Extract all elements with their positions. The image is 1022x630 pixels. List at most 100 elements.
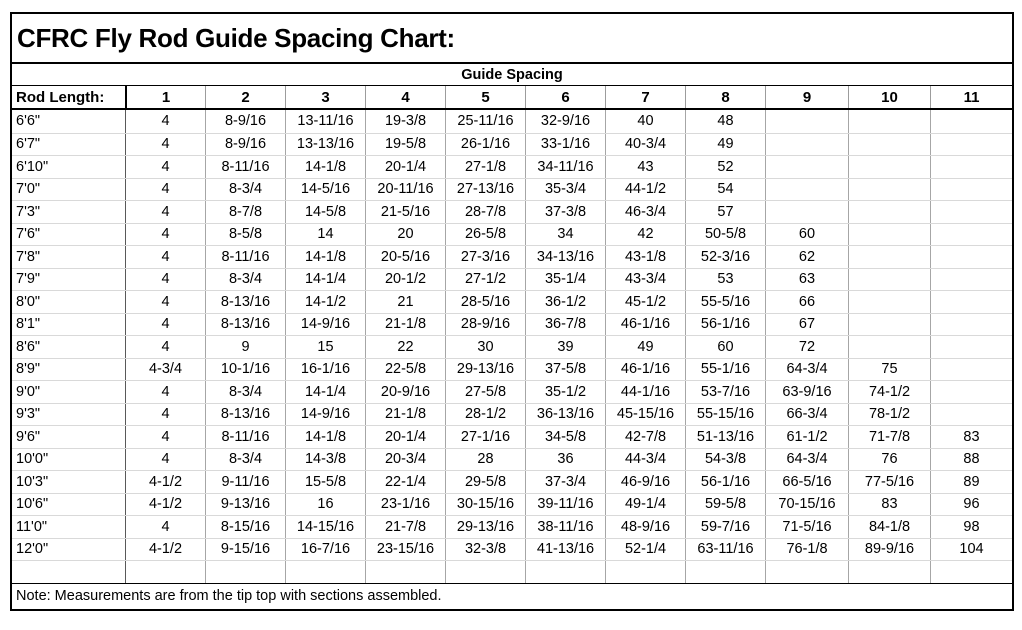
spacing-cell: 39-11/16 (525, 493, 605, 515)
rod-length-cell: 6'7" (16, 136, 41, 153)
spacing-cell: 34-13/16 (525, 246, 605, 268)
rod-length-cell: 7'0" (16, 181, 41, 198)
spacing-cell (848, 336, 930, 358)
spacing-cell: 28-7/8 (445, 201, 525, 223)
spacing-cell: 8-3/4 (205, 381, 285, 403)
spacing-cell (930, 336, 1012, 358)
spacing-cell: 20-1/2 (365, 268, 445, 290)
table-row: 7'6" 4 8-5/8 14 20 26-5/8 34 42 50-5/8 60 (12, 222, 1012, 245)
spacing-cell: 42-7/8 (605, 426, 685, 448)
spacing-cell: 27-5/8 (445, 381, 525, 403)
spacing-cell: 8-11/16 (205, 246, 285, 268)
spacing-cell (848, 246, 930, 268)
table-row: 6'10" 4 8-11/16 14-1/8 20-1/4 27-1/8 34-11/16 4… (12, 155, 1012, 178)
spacing-cell: 4 (125, 516, 205, 538)
rod-length-cell: 11'0" (16, 518, 48, 535)
spacing-cell: 36-1/2 (525, 291, 605, 313)
spacing-cell: 4 (125, 201, 205, 223)
column-header: 4 (365, 86, 445, 108)
spacing-cell: 98 (930, 516, 1012, 538)
rod-length-cell: 8'6" (16, 338, 41, 355)
rod-length-cell: 9'3" (16, 406, 41, 423)
spacing-cell: 35-1/4 (525, 268, 605, 290)
spacing-cell: 14-1/2 (285, 291, 365, 313)
spacing-cell (848, 133, 930, 155)
spacing-cell: 4 (125, 403, 205, 425)
column-header: 10 (848, 86, 930, 108)
table-row: 12'0" 4-1/2 9-15/16 16-7/16 23-15/16 32-3/8 41… (12, 537, 1012, 560)
spacing-cell: 8-13/16 (205, 403, 285, 425)
spacing-cell: 9-11/16 (205, 471, 285, 493)
spacing-cell: 28-5/16 (445, 291, 525, 313)
column-header: 6 (525, 86, 605, 108)
spacing-cell: 26-5/8 (445, 223, 525, 245)
spacing-cell: 34 (525, 223, 605, 245)
spacing-cell: 4 (125, 246, 205, 268)
spacing-cell: 20-5/16 (365, 246, 445, 268)
spacing-cell (930, 246, 1012, 268)
rod-length-cell: 8'9" (16, 361, 41, 378)
spacing-cell: 57 (685, 201, 765, 223)
spacing-cell: 56-1/16 (685, 313, 765, 335)
spacing-cell (365, 561, 445, 583)
spacing-cell: 21-1/8 (365, 313, 445, 335)
spacing-cell: 48-9/16 (605, 516, 685, 538)
column-header: 3 (285, 86, 365, 108)
table-row: 9'3" 4 8-13/16 14-9/16 21-1/8 28-1/2 36-13/16 4… (12, 402, 1012, 425)
table-row: 9'0" 4 8-3/4 14-1/4 20-9/16 27-5/8 35-1/2 44-1/… (12, 380, 1012, 403)
spacing-cell (848, 178, 930, 200)
spacing-cell: 34-5/8 (525, 426, 605, 448)
spacing-cell: 19-5/8 (365, 133, 445, 155)
spacing-cell: 55-15/16 (685, 403, 765, 425)
spacing-cell: 43-3/4 (605, 268, 685, 290)
spacing-cell: 76 (848, 448, 930, 470)
spacing-cell: 60 (765, 223, 848, 245)
rod-length-cell: 6'6" (16, 113, 41, 130)
spacing-cell (930, 381, 1012, 403)
spacing-cell: 43 (605, 156, 685, 178)
spacing-cell: 71-5/16 (765, 516, 848, 538)
spacing-cell: 20-9/16 (365, 381, 445, 403)
spacing-cell: 8-9/16 (205, 133, 285, 155)
spacing-cell: 77-5/16 (848, 471, 930, 493)
spacing-cell: 72 (765, 336, 848, 358)
spacing-cell: 36-7/8 (525, 313, 605, 335)
spacing-cell: 52-1/4 (605, 538, 685, 560)
spacing-cell: 32-3/8 (445, 538, 525, 560)
spacing-cell: 14-15/16 (285, 516, 365, 538)
spacing-cell (125, 561, 205, 583)
rod-length-cell: 9'6" (16, 428, 41, 445)
spacing-cell: 4-1/2 (125, 471, 205, 493)
spacing-cell: 16-7/16 (285, 538, 365, 560)
spacing-cell: 22-5/8 (365, 358, 445, 380)
spacing-cell (285, 561, 365, 583)
spacing-cell: 53-7/16 (685, 381, 765, 403)
spacing-cell: 8-13/16 (205, 291, 285, 313)
spacing-cell: 52-3/16 (685, 246, 765, 268)
spacing-cell: 36-13/16 (525, 403, 605, 425)
table-row: 7'3" 4 8-7/8 14-5/8 21-5/16 28-7/8 37-3/8 46-3/… (12, 200, 1012, 223)
spacing-cell (930, 201, 1012, 223)
table-row: 6'6" 4 8-9/16 13-11/16 19-3/8 25-11/16 32-9/16… (12, 110, 1012, 133)
rod-length-cell: 12'0" (16, 541, 49, 558)
spacing-cell: 27-3/16 (445, 246, 525, 268)
spacing-cell: 4 (125, 381, 205, 403)
spacing-cell: 104 (930, 538, 1012, 560)
rod-length-cell: 6'10" (16, 158, 49, 175)
spacing-cell: 49-1/4 (605, 493, 685, 515)
table-row: 11'0" 4 8-15/16 14-15/16 21-7/8 29-13/16 38-11… (12, 515, 1012, 538)
spacing-cell: 48 (685, 110, 765, 133)
spacing-cell: 14-1/4 (285, 381, 365, 403)
column-header: 9 (765, 86, 848, 108)
column-header: 8 (685, 86, 765, 108)
spacing-cell: 55-5/16 (685, 291, 765, 313)
spacing-cell: 46-3/4 (605, 201, 685, 223)
spacing-cell: 63-11/16 (685, 538, 765, 560)
spacing-cell (685, 561, 765, 583)
spacing-cell: 54-3/8 (685, 448, 765, 470)
spacing-cell: 62 (765, 246, 848, 268)
spacing-cell: 70-15/16 (765, 493, 848, 515)
rod-length-header: Rod Length: (16, 88, 105, 106)
spacing-cell: 37-3/4 (525, 471, 605, 493)
spacing-cell: 46-1/16 (605, 313, 685, 335)
